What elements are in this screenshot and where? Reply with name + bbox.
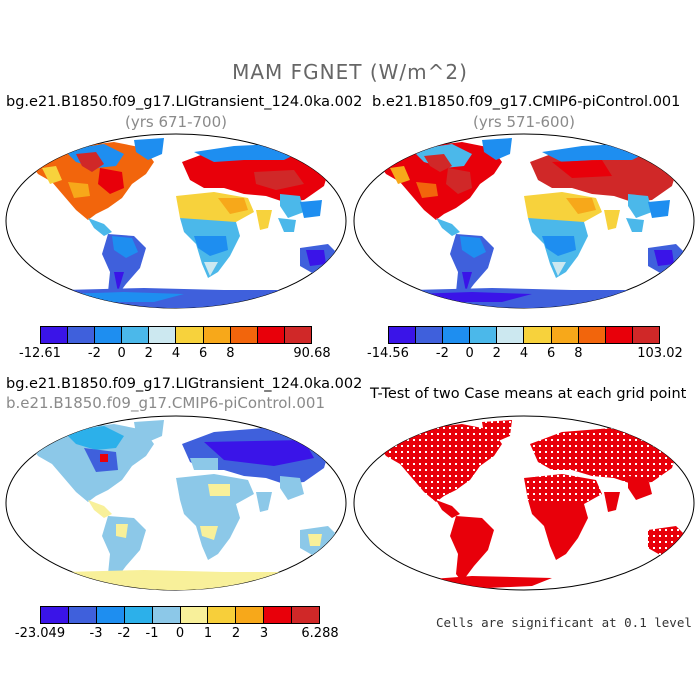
colorbar-tick-label: -3 xyxy=(89,626,103,641)
colorbar-tick-label: 4 xyxy=(171,346,181,361)
colorbar-swatch xyxy=(124,607,153,623)
colorbar-tick-label: -12.61 xyxy=(19,346,61,361)
colorbar-swatch xyxy=(176,327,204,343)
colorbar-swatch xyxy=(208,607,237,623)
map-panel-2 xyxy=(353,133,695,309)
colorbar-swatch xyxy=(443,327,471,343)
panel1-subtitle: (yrs 671-700) xyxy=(124,113,227,131)
colorbar-swatch xyxy=(41,607,69,623)
colorbar-tick-label: 0 xyxy=(465,346,474,361)
colorbar-tick-label: 0 xyxy=(175,626,185,641)
colorbar-tick-label: 2 xyxy=(231,626,241,641)
colorbar-tick-label: -2 xyxy=(435,346,449,361)
colorbar-swatch xyxy=(96,607,125,623)
colorbar-swatch xyxy=(284,327,311,343)
colorbar-swatch xyxy=(389,327,417,343)
map-panel-3-difference xyxy=(5,415,347,591)
colorbar-tick-label: 1 xyxy=(203,626,213,641)
colorbar-swatch xyxy=(95,327,123,343)
colorbar-panel-2 xyxy=(388,326,660,344)
colorbar-swatch xyxy=(292,607,320,623)
colorbar-tick-label: -14.56 xyxy=(367,346,409,361)
colorbar-swatch xyxy=(605,327,633,343)
colorbar-tick-label: 90.68 xyxy=(293,346,331,361)
colorbar-swatch xyxy=(632,327,659,343)
colorbar-tick-label: 4 xyxy=(519,346,529,361)
colorbar-swatch xyxy=(578,327,606,343)
colorbar-tick-label: 0 xyxy=(117,346,126,361)
colorbar-tick-label: 103.02 xyxy=(637,346,683,361)
colorbar-swatch xyxy=(180,607,209,623)
colorbar-swatch xyxy=(152,607,181,623)
colorbar-swatch xyxy=(257,327,285,343)
colorbar-tick-label: 6 xyxy=(547,346,556,361)
colorbar-tick-label: 2 xyxy=(144,346,153,361)
main-title: MAM FGNET (W/m^2) xyxy=(232,60,468,84)
panel1-title: bg.e21.B1850.f09_g17.LIGtransient_124.0k… xyxy=(6,94,363,110)
colorbar-tick-label: -2 xyxy=(117,626,131,641)
panel4-title: T-Test of two Case means at each grid po… xyxy=(370,386,687,402)
colorbar-swatch xyxy=(41,327,69,343)
colorbar-tick-label: -23.049 xyxy=(14,626,66,641)
colorbar-tick-label: -2 xyxy=(87,346,101,361)
panel3-title: bg.e21.B1850.f09_g17.LIGtransient_124.0k… xyxy=(6,376,363,392)
map-panel-1 xyxy=(5,133,347,309)
colorbar-panel-1 xyxy=(40,326,312,344)
colorbar-swatch xyxy=(149,327,177,343)
colorbar-tick-label: -1 xyxy=(145,626,159,641)
colorbar-swatch xyxy=(551,327,579,343)
significance-note: Cells are significant at 0.1 level xyxy=(436,615,692,630)
panel2-subtitle: (yrs 571-600) xyxy=(472,113,575,131)
colorbar-tick-label: 6.288 xyxy=(301,626,339,641)
colorbar-swatch xyxy=(497,327,525,343)
colorbar-swatch xyxy=(230,327,258,343)
colorbar-swatch xyxy=(203,327,231,343)
colorbar-swatch xyxy=(68,607,97,623)
colorbar-swatch xyxy=(264,607,293,623)
colorbar-swatch xyxy=(68,327,96,343)
colorbar-panel-3 xyxy=(40,606,320,624)
colorbar-swatch xyxy=(470,327,498,343)
colorbar-tick-label: 8 xyxy=(226,346,235,361)
colorbar-swatch xyxy=(236,607,265,623)
colorbar-swatch xyxy=(524,327,552,343)
colorbar-swatch xyxy=(122,327,150,343)
colorbar-tick-label: 2 xyxy=(492,346,501,361)
map-panel-4-ttest xyxy=(353,415,695,591)
panel2-title: b.e21.B1850.f09_g17.CMIP6-piControl.001 xyxy=(372,94,681,110)
colorbar-tick-label: 3 xyxy=(259,626,269,641)
colorbar-tick-label: 8 xyxy=(574,346,583,361)
colorbar-tick-label: 6 xyxy=(199,346,208,361)
colorbar-swatch xyxy=(416,327,444,343)
panel3-subtitle: b.e21.B1850.f09_g17.CMIP6-piControl.001 xyxy=(6,394,325,412)
